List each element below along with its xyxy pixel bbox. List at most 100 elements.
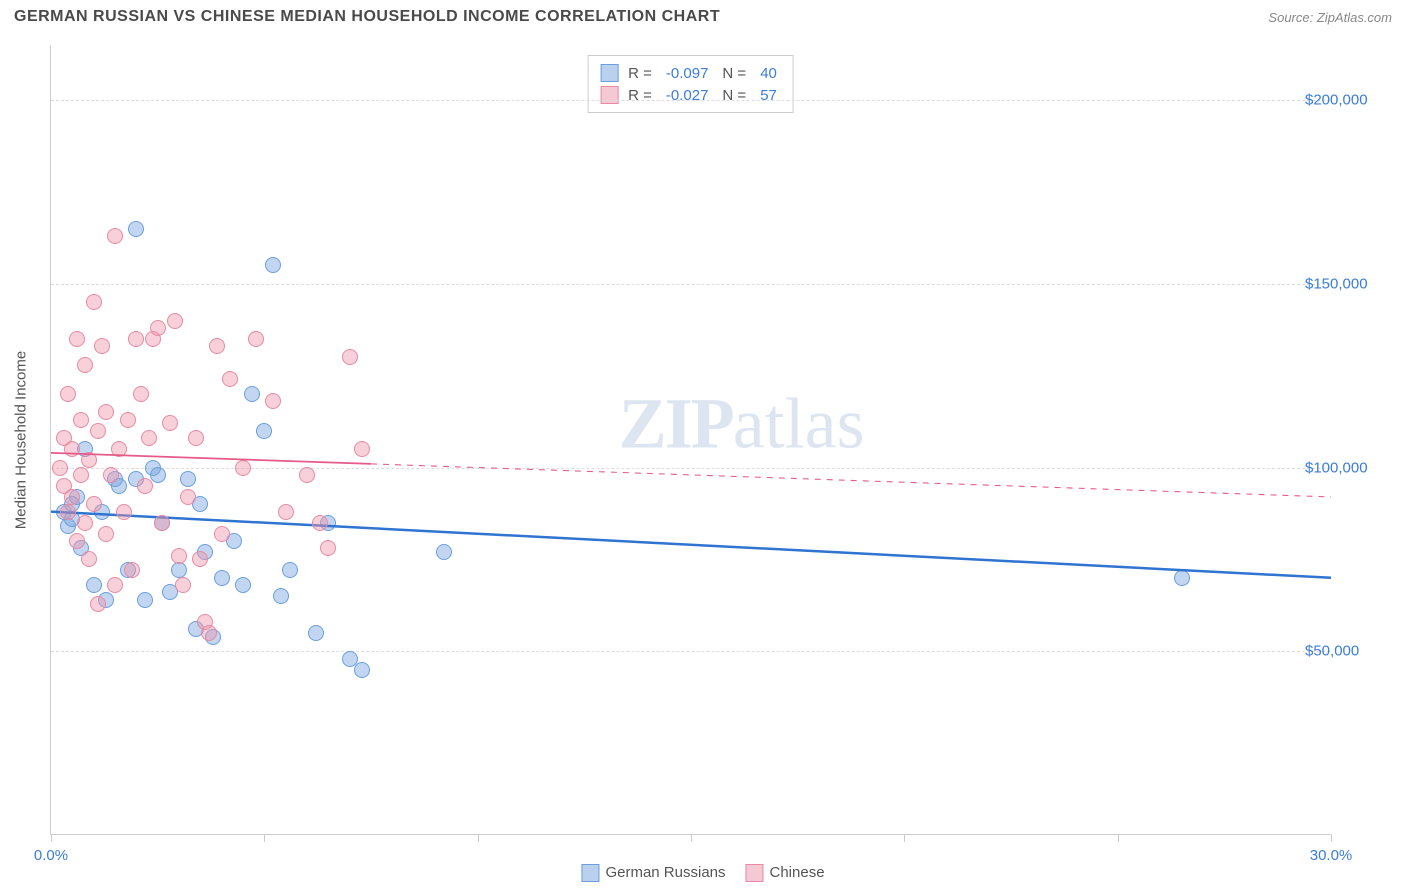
scatter-point <box>77 515 93 531</box>
scatter-point <box>299 467 315 483</box>
x-tick <box>1331 834 1332 842</box>
scatter-point <box>81 452 97 468</box>
scatter-point <box>188 430 204 446</box>
scatter-point <box>273 588 289 604</box>
source-attribution: Source: ZipAtlas.com <box>1268 10 1392 25</box>
y-tick-label: $150,000 <box>1305 275 1395 292</box>
regression-line <box>51 45 1331 835</box>
scatter-point <box>171 562 187 578</box>
scatter-point <box>69 331 85 347</box>
y-tick-label: $50,000 <box>1305 643 1395 660</box>
scatter-point <box>90 423 106 439</box>
scatter-point <box>111 441 127 457</box>
stat-row: R = -0.097 N = 40 <box>600 62 781 84</box>
chart-header: GERMAN RUSSIAN VS CHINESE MEDIAN HOUSEHO… <box>0 0 1406 34</box>
scatter-point <box>201 625 217 641</box>
chart-container: Median Household Income ZIPatlas R =-0.0… <box>50 45 1395 835</box>
scatter-point <box>154 515 170 531</box>
plot-area: Median Household Income ZIPatlas R =-0.0… <box>50 45 1330 835</box>
stat-n-label: N = <box>722 65 746 82</box>
scatter-point <box>354 662 370 678</box>
series-legend: German Russians Chinese <box>581 864 824 882</box>
source-name: ZipAtlas.com <box>1317 10 1392 25</box>
scatter-point <box>60 386 76 402</box>
scatter-point <box>137 478 153 494</box>
y-tick-label: $100,000 <box>1305 459 1395 476</box>
scatter-point <box>1174 570 1190 586</box>
correlation-stats-box: R =-0.097N =40R =-0.027N =57 <box>587 55 794 113</box>
stat-r-label: R = <box>628 65 652 82</box>
scatter-point <box>81 551 97 567</box>
legend-swatch <box>600 64 618 82</box>
legend-label: German Russians <box>605 864 725 881</box>
x-tick <box>691 834 692 842</box>
scatter-point <box>77 357 93 373</box>
source-label: Source: <box>1268 10 1313 25</box>
scatter-point <box>436 544 452 560</box>
x-tick <box>904 834 905 842</box>
scatter-point <box>278 504 294 520</box>
x-tick <box>478 834 479 842</box>
scatter-point <box>312 515 328 531</box>
scatter-point <box>192 551 208 567</box>
scatter-point <box>107 228 123 244</box>
scatter-point <box>256 423 272 439</box>
scatter-point <box>116 504 132 520</box>
scatter-point <box>265 257 281 273</box>
scatter-point <box>150 467 166 483</box>
gridline <box>51 100 1330 101</box>
scatter-point <box>60 504 76 520</box>
scatter-point <box>141 430 157 446</box>
scatter-point <box>73 467 89 483</box>
x-tick <box>1118 834 1119 842</box>
x-tick <box>264 834 265 842</box>
watermark-light: atlas <box>733 383 865 463</box>
scatter-point <box>180 471 196 487</box>
legend-swatch <box>581 864 599 882</box>
scatter-point <box>128 331 144 347</box>
scatter-point <box>103 467 119 483</box>
scatter-point <box>282 562 298 578</box>
scatter-point <box>124 562 140 578</box>
scatter-point <box>128 221 144 237</box>
scatter-point <box>69 533 85 549</box>
gridline <box>51 651 1330 652</box>
regression-line <box>51 45 1331 835</box>
legend-swatch <box>600 86 618 104</box>
scatter-point <box>214 570 230 586</box>
legend-swatch <box>746 864 764 882</box>
scatter-point <box>98 526 114 542</box>
scatter-point <box>171 548 187 564</box>
scatter-point <box>162 415 178 431</box>
scatter-point <box>235 577 251 593</box>
stat-r-value: -0.097 <box>662 65 713 82</box>
scatter-point <box>214 526 230 542</box>
scatter-point <box>244 386 260 402</box>
scatter-point <box>137 592 153 608</box>
scatter-point <box>90 596 106 612</box>
scatter-point <box>107 577 123 593</box>
scatter-point <box>167 313 183 329</box>
scatter-point <box>342 349 358 365</box>
scatter-point <box>52 460 68 476</box>
legend-label: Chinese <box>770 864 825 881</box>
scatter-point <box>133 386 149 402</box>
scatter-point <box>86 577 102 593</box>
watermark-bold: ZIP <box>619 383 733 463</box>
scatter-point <box>73 412 89 428</box>
scatter-point <box>120 412 136 428</box>
scatter-point <box>180 489 196 505</box>
scatter-point <box>150 320 166 336</box>
scatter-point <box>209 338 225 354</box>
legend-item: German Russians <box>581 864 725 882</box>
watermark: ZIPatlas <box>619 382 865 465</box>
chart-title: GERMAN RUSSIAN VS CHINESE MEDIAN HOUSEHO… <box>14 8 720 26</box>
scatter-point <box>94 338 110 354</box>
stat-n-value: 40 <box>756 65 781 82</box>
scatter-point <box>308 625 324 641</box>
y-tick-label: $200,000 <box>1305 92 1395 109</box>
scatter-point <box>86 496 102 512</box>
y-axis-label: Median Household Income <box>13 350 30 528</box>
x-tick-label: 0.0% <box>34 847 68 864</box>
scatter-point <box>354 441 370 457</box>
